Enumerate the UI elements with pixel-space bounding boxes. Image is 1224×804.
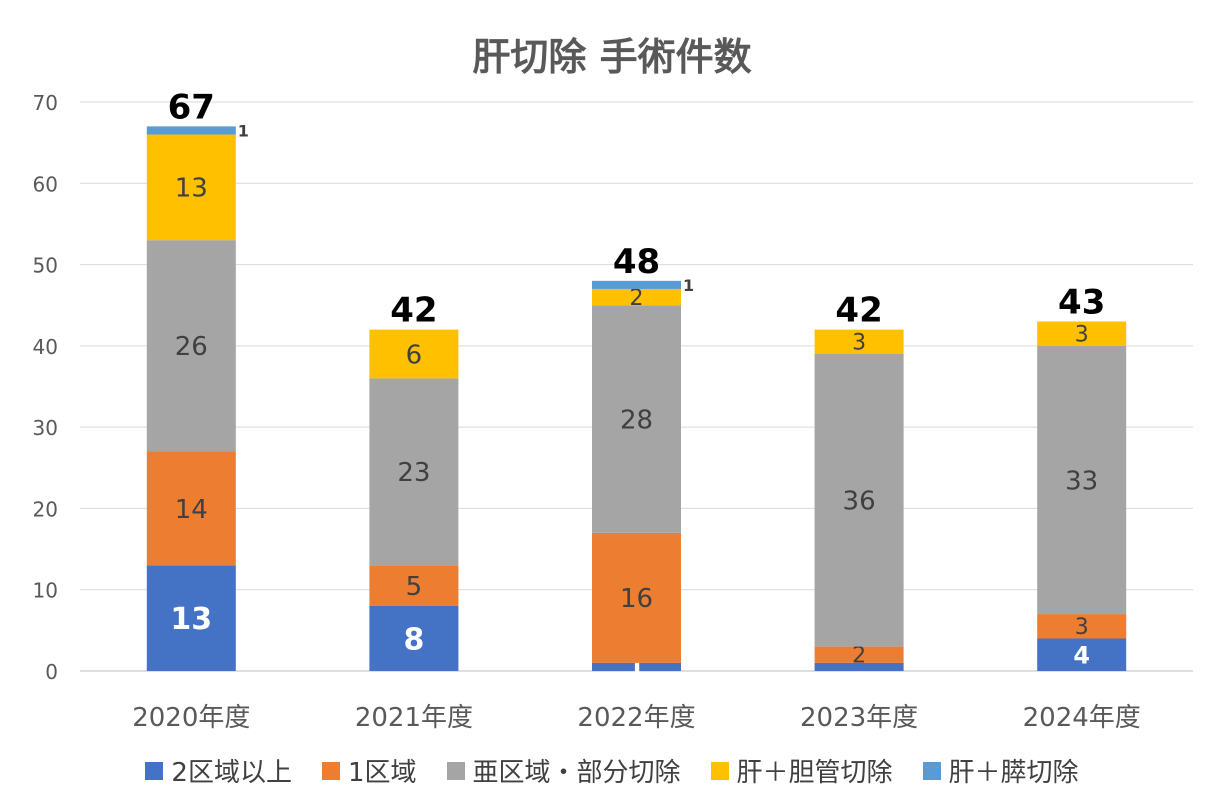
bar-segment	[592, 288, 681, 306]
y-tick-label: 40	[33, 335, 58, 359]
bar-segment	[592, 305, 681, 533]
bar-segment	[146, 565, 236, 671]
total-label: 42	[390, 291, 437, 331]
data-label: 1	[238, 121, 249, 140]
bar-segment	[1037, 321, 1127, 346]
legend-swatch	[922, 761, 941, 780]
chart-title: 肝切除 手術件数	[472, 35, 752, 79]
bar-segment	[592, 280, 681, 289]
bar-segment	[146, 240, 236, 452]
legend-item: 1区域	[321, 752, 417, 789]
bar-segment	[814, 329, 904, 354]
bar-segment	[369, 378, 459, 566]
data-label: 2	[630, 286, 644, 311]
x-tick-label: 2021年度	[355, 703, 473, 733]
bar-segment	[592, 662, 681, 671]
total-label: 43	[1058, 282, 1105, 322]
legend-label: 肝＋胆管切除	[736, 758, 893, 788]
data-label: 6	[406, 340, 423, 370]
data-label: 23	[397, 458, 430, 488]
y-tick-label: 0	[45, 660, 58, 684]
bar-segment	[814, 353, 904, 647]
bar-segment	[1037, 614, 1127, 639]
data-label: 26	[175, 332, 208, 362]
data-label: 8	[403, 622, 424, 657]
data-label: 13	[175, 174, 208, 204]
data-label: 4	[1073, 641, 1090, 669]
data-label: 16	[620, 584, 653, 614]
bar-segment	[814, 662, 904, 671]
legend-label: 亜区域・部分切除	[472, 758, 681, 788]
legend-label: 肝＋膵切除	[948, 758, 1079, 788]
bar-segment	[814, 646, 904, 663]
data-label: 2	[852, 644, 866, 669]
legend-item: 亜区域・部分切除	[446, 752, 681, 789]
y-tick-label: 50	[33, 254, 58, 278]
data-label: 1	[683, 276, 694, 295]
data-label: 13	[170, 602, 212, 637]
bar-segment	[369, 605, 459, 671]
total-label: 42	[835, 291, 882, 331]
x-tick-label: 2022年度	[577, 703, 695, 733]
data-label: 3	[1075, 615, 1089, 640]
data-label: 3	[852, 331, 866, 356]
bar-segment	[146, 134, 236, 241]
legend-item: 肝＋膵切除	[922, 752, 1079, 789]
x-tick-label: 2023年度	[800, 703, 918, 733]
legend-swatch	[710, 761, 729, 780]
x-tick-label: 2020年度	[132, 703, 250, 733]
data-label: 36	[843, 487, 876, 517]
total-label: 67	[168, 87, 215, 127]
y-tick-label: 70	[33, 91, 58, 115]
y-tick-label: 10	[33, 579, 58, 603]
chart-legend: 2区域以上 1区域 亜区域・部分切除 肝＋胆管切除 肝＋膵切除	[0, 752, 1224, 789]
bar-segment	[1037, 345, 1127, 615]
legend-swatch	[145, 761, 164, 780]
data-label: 3	[1075, 323, 1089, 348]
legend-item: 肝＋胆管切除	[710, 752, 893, 789]
data-label: 28	[620, 405, 653, 435]
bar-segment	[146, 126, 236, 135]
bar-segment	[1037, 638, 1127, 671]
data-label: 14	[175, 495, 208, 525]
legend-swatch	[321, 761, 340, 780]
y-tick-label: 20	[33, 497, 58, 521]
y-tick-label: 30	[33, 416, 58, 440]
y-tick-label: 60	[33, 172, 58, 196]
bar-segment	[146, 451, 236, 566]
x-tick-label: 2024年度	[1023, 703, 1141, 733]
legend-item: 2区域以上	[145, 752, 292, 789]
legend-label: 1区域	[347, 758, 417, 788]
data-label: 5	[406, 572, 423, 602]
data-label: 33	[1065, 466, 1098, 496]
legend-label: 2区域以上	[171, 758, 292, 788]
bar-segment	[592, 532, 681, 663]
bar-segment	[369, 329, 459, 379]
total-label: 48	[613, 242, 660, 282]
legend-swatch	[446, 761, 465, 780]
bar-segment	[369, 565, 459, 606]
